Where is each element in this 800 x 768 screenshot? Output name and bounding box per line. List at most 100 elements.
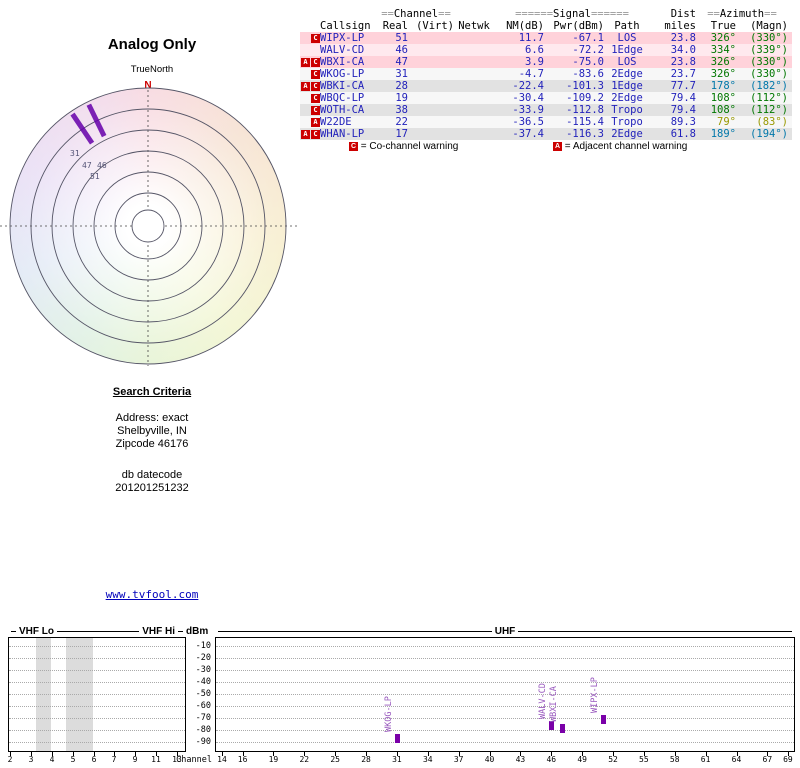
channel-tick-label: 40 — [484, 755, 495, 764]
dbm-tick-label: -90 — [195, 737, 211, 747]
db-datecode-label: db datecode — [121, 469, 183, 481]
vhf-section-header: VHF Lo VHF Hi — [8, 626, 186, 637]
adjacent-channel-badge: A — [301, 82, 310, 91]
vhf-lo-label: VHF Lo — [19, 626, 54, 637]
dist-group-header: Dist — [670, 8, 696, 20]
cell-virtual-channel — [408, 104, 454, 116]
cell-real-channel: 38 — [395, 104, 408, 116]
col-callsign: Callsign — [320, 20, 371, 32]
channel-tick — [736, 752, 738, 756]
channel-tick — [643, 752, 645, 756]
cell-path: Tropo — [611, 104, 643, 116]
cell-azimuth-true: 178° — [710, 80, 736, 92]
adjacent-channel-badge: A — [311, 118, 320, 127]
cell-network — [454, 56, 494, 68]
channel-tick-label: 67 — [762, 755, 773, 764]
cell-path: 2Edge — [611, 128, 643, 140]
table-row: A W22DE 22 -36.5 -115.4 Tropo 89.3 79° (83°) — [300, 116, 792, 128]
cell-pwr-dbm: -116.3 — [566, 128, 604, 140]
cell-nm-db: -30.4 — [512, 92, 544, 104]
cell-nm-db: -37.4 — [512, 128, 544, 140]
cell-azimuth-true: 326° — [710, 68, 736, 80]
co-channel-badge: C — [311, 94, 320, 103]
cell-azimuth-true: 334° — [710, 44, 736, 56]
cell-real-channel: 31 — [395, 68, 408, 80]
true-north-label: TrueNorth — [130, 64, 174, 75]
channel-axis-label: Channel — [176, 755, 212, 765]
radar-ring — [72, 150, 224, 302]
warning-badges: C — [300, 104, 320, 116]
cell-miles: 77.7 — [670, 80, 696, 92]
table-row: A C WBKI-CA 28 -22.4 -101.3 1Edge 77.7 178° (182°… — [300, 80, 792, 92]
co-channel-badge: C — [311, 58, 320, 67]
cell-callsign: WALV-CD — [320, 44, 365, 56]
cell-azimuth-true: 326° — [710, 56, 736, 68]
co-channel-legend: C = Co-channel warning — [349, 141, 459, 152]
uhf-label: UHF — [494, 626, 516, 637]
station-marker — [70, 112, 95, 145]
adjacent-channel-legend: A = Adjacent channel warning — [553, 141, 688, 152]
cell-network — [454, 92, 494, 104]
dbm-tick-label: -60 — [195, 701, 211, 711]
radar-center — [131, 209, 165, 243]
radar-ring — [51, 129, 245, 323]
station-marker-channel-label: 46 — [97, 161, 107, 170]
col-netwk: Netwk — [458, 20, 490, 32]
cell-path: 2Edge — [611, 92, 643, 104]
col-path: Path — [614, 20, 640, 32]
channel-tick-label: 69 — [783, 755, 793, 764]
cell-azimuth-magn: (330°) — [750, 56, 788, 68]
cell-pwr-dbm: -109.2 — [566, 92, 604, 104]
channel-tick — [10, 752, 11, 756]
search-zipcode: Zipcode 46176 — [115, 438, 189, 450]
warning-badges: C — [300, 68, 320, 80]
channel-tick — [705, 752, 707, 756]
radar-ring — [114, 192, 182, 260]
channel-tick-label: 25 — [330, 755, 341, 764]
cell-real-channel: 28 — [395, 80, 408, 92]
cell-pwr-dbm: -112.8 — [566, 104, 604, 116]
cell-miles: 23.7 — [670, 68, 696, 80]
north-marker: N — [144, 80, 152, 91]
co-channel-badge-icon: C — [349, 142, 358, 151]
channel-tick — [304, 752, 306, 756]
cell-virtual-channel — [408, 92, 454, 104]
col-miles: miles — [664, 20, 696, 32]
cell-real-channel: 47 — [395, 56, 408, 68]
channel-tick-label: 52 — [608, 755, 618, 764]
cell-azimuth-true: 189° — [710, 128, 736, 140]
adjacent-channel-badge: A — [301, 58, 310, 67]
channel-tick-label: 64 — [731, 755, 742, 764]
cell-azimuth-magn: (112°) — [750, 104, 788, 116]
cell-pwr-dbm: -101.3 — [566, 80, 604, 92]
warning-badges: A — [300, 116, 320, 128]
table-rows: C WIPX-LP 51 11.7 -67.1 LOS 23.8 326° (330°) WALV… — [300, 32, 792, 140]
col-real: Real — [382, 20, 408, 32]
cell-path: 1Edge — [611, 80, 643, 92]
channel-group-header: ==Channel== — [381, 8, 451, 20]
channel-tick — [489, 752, 491, 756]
warning-badges: C — [300, 32, 320, 44]
cell-path: LOS — [617, 56, 637, 68]
cell-network — [454, 44, 494, 56]
cell-azimuth-true: 108° — [710, 92, 736, 104]
channel-tick-label: 14 — [217, 755, 227, 764]
station-marker-channel-label: 51 — [90, 172, 100, 181]
cell-nm-db: -33.9 — [512, 104, 544, 116]
radar-ring — [30, 108, 266, 344]
cell-path: 2Edge — [611, 68, 643, 80]
cell-azimuth-magn: (339°) — [750, 44, 788, 56]
cell-network — [454, 32, 494, 44]
search-criteria-heading: Search Criteria — [112, 386, 192, 398]
cell-virtual-channel — [408, 56, 454, 68]
cell-real-channel: 17 — [395, 128, 408, 140]
channel-tick-label: 61 — [700, 755, 711, 764]
cell-path: 1Edge — [611, 44, 643, 56]
channel-tick-label: 7 — [111, 755, 117, 764]
cell-virtual-channel — [408, 68, 454, 80]
channel-tick — [156, 752, 157, 756]
tvfool-link[interactable]: www.tvfool.com — [105, 588, 199, 601]
cell-path: LOS — [617, 32, 637, 44]
table-header-groups: ==Channel== ======Signal====== Dist ==Az… — [300, 8, 792, 20]
channel-tick-label: 34 — [422, 755, 433, 764]
